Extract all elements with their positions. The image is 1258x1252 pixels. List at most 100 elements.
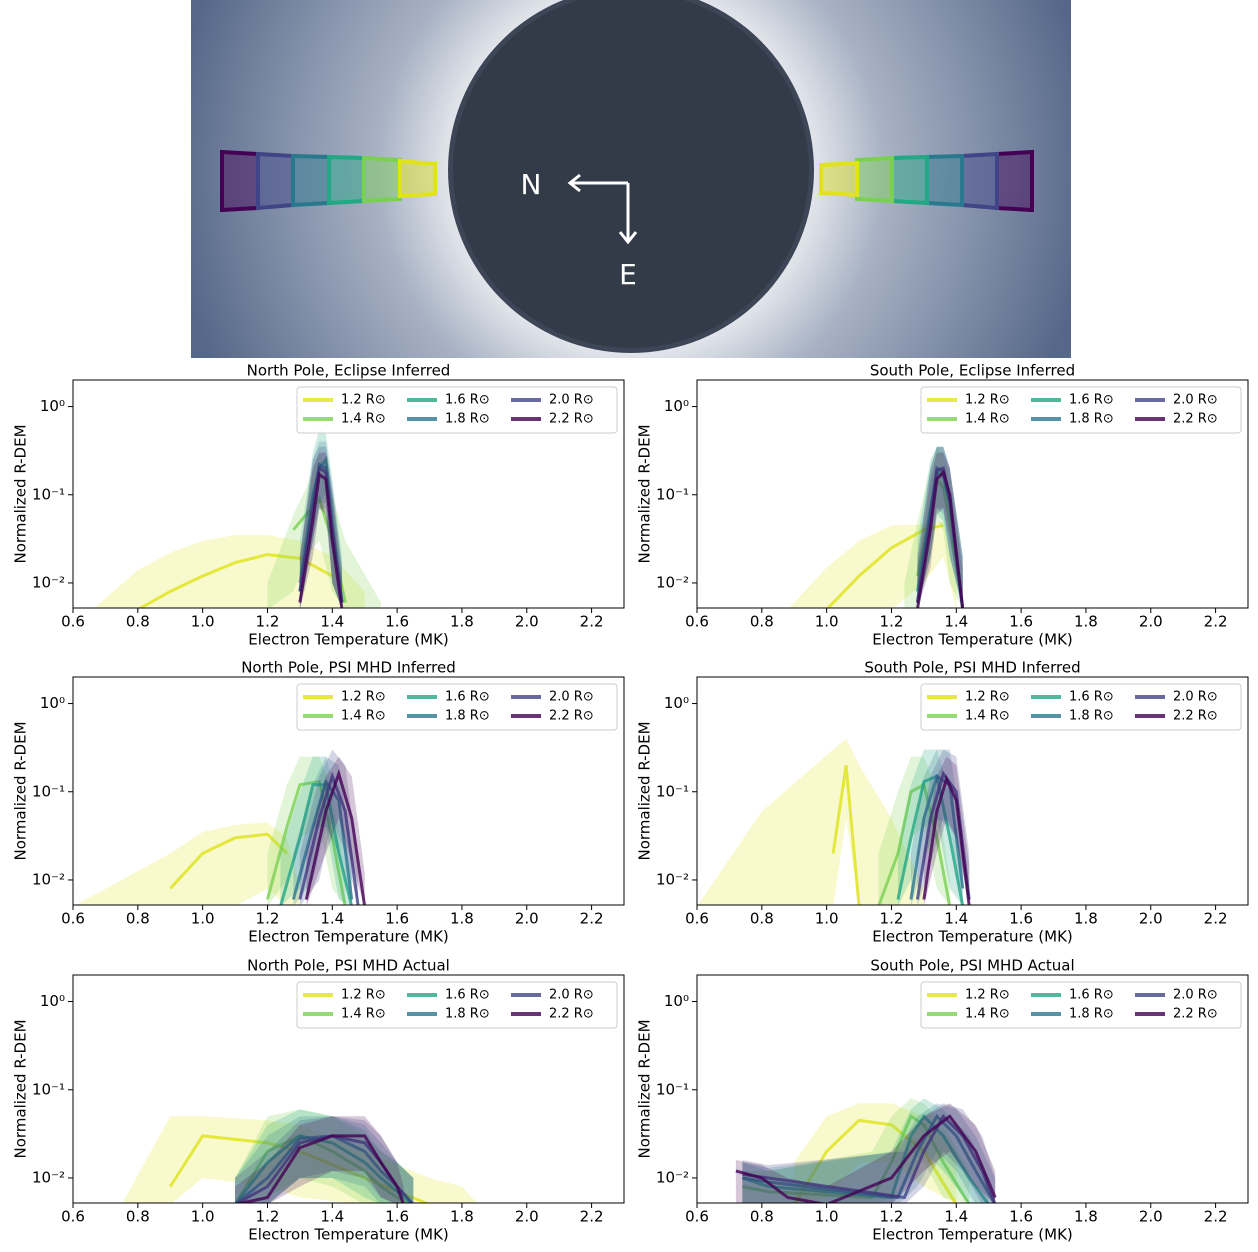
x-tick-label: 0.6 <box>685 1208 709 1226</box>
chart-panel: North Pole, PSI MHD Inferred Electron Tem… <box>12 659 625 946</box>
uncertainty-band <box>742 1098 970 1203</box>
x-tick-label: 2.0 <box>515 910 539 928</box>
x-tick-label: 2.2 <box>1204 910 1228 928</box>
x-tick-label: 2.0 <box>1139 1208 1163 1226</box>
uncertainty-band <box>735 1103 996 1203</box>
legend-label: 1.4 R⊙ <box>341 1007 386 1022</box>
uncertainty-band <box>94 534 365 608</box>
plot-area <box>94 429 381 608</box>
chart-panel: North Pole, PSI MHD Actual Electron Tempe… <box>12 957 625 1244</box>
x-axis-label: Electron Temperature (MK) <box>248 1226 449 1244</box>
axes-frame <box>696 379 1249 609</box>
uncertainty-band <box>917 749 970 905</box>
legend-label: 1.4 R⊙ <box>341 709 386 724</box>
legend-label: 2.2 R⊙ <box>549 709 594 724</box>
series-line <box>877 782 952 905</box>
series-line <box>168 1134 462 1203</box>
chart-title: North Pole, Eclipse Inferred <box>247 362 451 380</box>
x-axis-label: Electron Temperature (MK) <box>248 928 449 946</box>
y-tick-label: 10⁻¹ <box>32 782 65 800</box>
series-line <box>137 553 334 608</box>
x-tick-label: 1.0 <box>191 1208 215 1226</box>
series-line <box>896 774 965 905</box>
legend-label: 1.4 R⊙ <box>965 709 1010 724</box>
x-tick-label: 2.2 <box>580 910 604 928</box>
legend-label: 1.8 R⊙ <box>445 412 490 427</box>
axes-frame <box>696 974 1249 1204</box>
x-tick-label: 1.8 <box>450 613 474 631</box>
east-label: E <box>619 258 637 291</box>
series-line <box>291 778 354 900</box>
chart-panel: South Pole, Eclipse Inferred Electron Tem… <box>636 362 1249 649</box>
chart-panel: South Pole, PSI MHD Inferred Electron Tem… <box>636 659 1249 946</box>
series-line <box>831 764 861 905</box>
x-tick-label: 1.4 <box>944 910 968 928</box>
legend-label: 1.2 R⊙ <box>341 690 386 705</box>
x-tick-label: 0.8 <box>126 1208 150 1226</box>
y-tick-label: 10⁻² <box>656 573 689 591</box>
legend-label: 1.8 R⊙ <box>1069 709 1114 724</box>
y-tick-label: 10⁻¹ <box>32 485 65 503</box>
legend-label: 2.2 R⊙ <box>1173 412 1218 427</box>
axes-frame <box>72 974 625 1204</box>
x-tick-label: 2.0 <box>515 613 539 631</box>
x-tick-label: 0.8 <box>750 613 774 631</box>
legend-label: 1.8 R⊙ <box>445 1007 490 1022</box>
x-tick-label: 0.8 <box>126 910 150 928</box>
x-tick-label: 1.4 <box>320 910 344 928</box>
uncertainty-band <box>299 446 343 608</box>
x-tick-label: 1.6 <box>1009 910 1033 928</box>
chart-title: South Pole, Eclipse Inferred <box>870 362 1075 380</box>
legend-label: 1.4 R⊙ <box>341 412 386 427</box>
y-tick-label: 10⁻² <box>32 1168 65 1186</box>
x-tick-label: 1.2 <box>256 1208 280 1226</box>
plot-area <box>75 749 367 905</box>
legend: 1.2 R⊙ 1.4 R⊙ 1.6 R⊙ 1.8 R⊙ 2.0 R⊙ 2.2 R⊙ <box>296 683 618 731</box>
x-tick-label: 0.6 <box>61 1208 85 1226</box>
y-axis-label: Normalized R-DEM <box>636 1019 654 1158</box>
x-tick-label: 1.8 <box>450 910 474 928</box>
uncertainty-band <box>917 446 963 608</box>
series-line <box>742 1114 971 1203</box>
y-tick-label: 10⁻² <box>656 1168 689 1186</box>
series-line <box>735 1114 997 1203</box>
uncertainty-band <box>742 1098 989 1203</box>
x-tick-label: 1.2 <box>256 613 280 631</box>
y-axis-label: Normalized R-DEM <box>636 721 654 860</box>
eclipse-image: N E <box>191 0 1071 358</box>
y-axis-label: Normalized R-DEM <box>636 424 654 563</box>
legend-label: 2.0 R⊙ <box>549 393 594 408</box>
chart-panel: North Pole, Eclipse Inferred Electron Tem… <box>12 362 625 649</box>
series-line <box>266 780 347 905</box>
x-tick-label: 0.6 <box>61 910 85 928</box>
series-line <box>298 771 360 905</box>
y-tick-label: 10⁰ <box>40 694 65 712</box>
north-label: N <box>521 168 542 201</box>
x-tick-label: 2.0 <box>1139 613 1163 631</box>
uncertainty-band <box>917 446 963 608</box>
uncertainty-band <box>897 749 963 905</box>
legend: 1.2 R⊙ 1.4 R⊙ 1.6 R⊙ 1.8 R⊙ 2.0 R⊙ 2.2 R⊙ <box>920 386 1242 434</box>
x-tick-label: 1.4 <box>944 613 968 631</box>
legend-label: 1.2 R⊙ <box>341 988 386 1003</box>
x-tick-label: 1.4 <box>320 1208 344 1226</box>
x-tick-label: 1.6 <box>385 613 409 631</box>
y-tick-label: 10⁻¹ <box>32 1080 65 1098</box>
x-tick-label: 0.6 <box>685 910 709 928</box>
legend-label: 1.6 R⊙ <box>445 393 490 408</box>
y-tick-label: 10⁰ <box>40 397 65 415</box>
legend-label: 1.2 R⊙ <box>965 690 1010 705</box>
series-line <box>741 1113 990 1203</box>
chart-title: South Pole, PSI MHD Inferred <box>864 659 1080 677</box>
y-tick-label: 10⁻² <box>32 573 65 591</box>
x-tick-label: 2.2 <box>580 1208 604 1226</box>
x-tick-label: 1.2 <box>880 910 904 928</box>
series-line <box>916 469 965 608</box>
x-tick-label: 1.2 <box>256 910 280 928</box>
x-tick-label: 1.0 <box>815 910 839 928</box>
chart-panel: South Pole, PSI MHD Actual Electron Tempe… <box>636 957 1249 1244</box>
plot-area <box>789 446 965 608</box>
x-tick-label: 1.4 <box>320 613 344 631</box>
legend: 1.2 R⊙ 1.4 R⊙ 1.6 R⊙ 1.8 R⊙ 2.0 R⊙ 2.2 R⊙ <box>296 981 618 1029</box>
axes-frame <box>72 676 625 906</box>
